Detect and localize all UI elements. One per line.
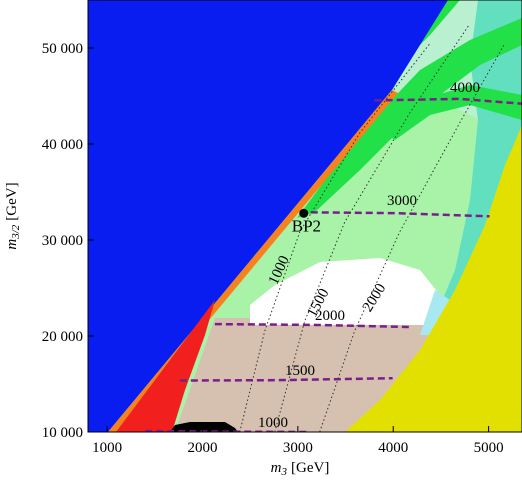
contour-label: 3000: [387, 193, 417, 209]
contour-label: 4000: [450, 80, 480, 96]
x-tick-label: 5000: [474, 440, 504, 456]
region-black: [170, 422, 238, 432]
region-red: [116, 300, 215, 432]
y-tick-label: 30 000: [42, 233, 83, 249]
x-tick-label: 3000: [283, 440, 313, 456]
y-tick-label: 40 000: [42, 137, 83, 153]
y-label-unit: [GeV]: [4, 182, 20, 220]
regions: [88, 0, 522, 432]
contour-label: 2000: [315, 308, 345, 324]
x-label-symbol: m: [271, 460, 282, 476]
dashed-contour: [374, 97, 522, 105]
contour-label: 1000: [258, 415, 288, 431]
x-tick-label: 4000: [378, 440, 408, 456]
benchmark-point: [299, 208, 309, 218]
plot-frame: [87, 0, 522, 433]
axes: 1000 2000 3000 4000 5000 10 000 20 000 30 000 40…: [42, 41, 504, 456]
dashed-contour: [299, 211, 490, 218]
x-label-subscript: 3: [281, 466, 288, 478]
region-blue: [88, 0, 448, 432]
region-teal: [355, 0, 522, 432]
contour-label: 1500: [285, 363, 315, 379]
dotted-contour: [274, 23, 470, 432]
x-axis-label: m3 [GeV]: [271, 460, 330, 478]
x-tick-label: 1000: [92, 440, 122, 456]
y-tick-label: 10 000: [42, 425, 83, 441]
x-tick-label: 2000: [187, 440, 217, 456]
y-tick-label: 50 000: [42, 41, 83, 57]
dotted-contour: [239, 43, 430, 432]
y-label-symbol: m: [4, 239, 20, 250]
dashed-contour: [214, 322, 410, 329]
x-label-unit: [GeV]: [291, 460, 329, 476]
region-green-branch: [380, 85, 522, 140]
benchmark-label: BP2: [292, 216, 321, 235]
y-tick-label: 20 000: [42, 329, 83, 345]
y-label-subscript: 3/2: [10, 224, 22, 240]
region-white: [250, 258, 440, 325]
region-yellow: [345, 125, 522, 432]
y-axis-label: m3/2 [GeV]: [4, 182, 22, 249]
